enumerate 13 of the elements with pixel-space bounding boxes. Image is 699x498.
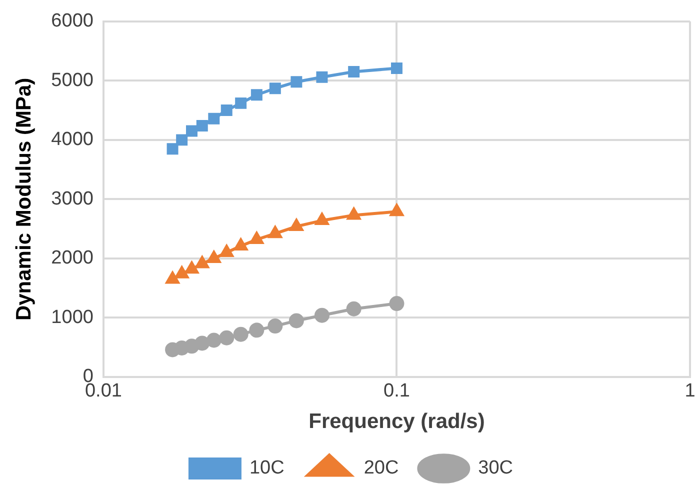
legend-label: 20C xyxy=(364,458,399,479)
y-tick-label: 5000 xyxy=(51,70,94,91)
y-tick-label: 6000 xyxy=(51,10,94,32)
y-tick-label: 1000 xyxy=(51,306,94,328)
y-tick-label: 4000 xyxy=(51,129,94,150)
x-axis-title: Frequency (rad/s) xyxy=(308,410,485,434)
x-tick-label: 1 xyxy=(684,380,696,402)
y-axis-title: Dynamic Modulus (MPa) xyxy=(12,78,36,321)
y-tick-label: 3000 xyxy=(51,188,94,210)
x-tick-label: 0.1 xyxy=(384,380,410,402)
legend-label: 10C xyxy=(249,458,284,479)
legend-label: 30C xyxy=(478,458,514,479)
y-tick-label: 2000 xyxy=(51,248,94,269)
